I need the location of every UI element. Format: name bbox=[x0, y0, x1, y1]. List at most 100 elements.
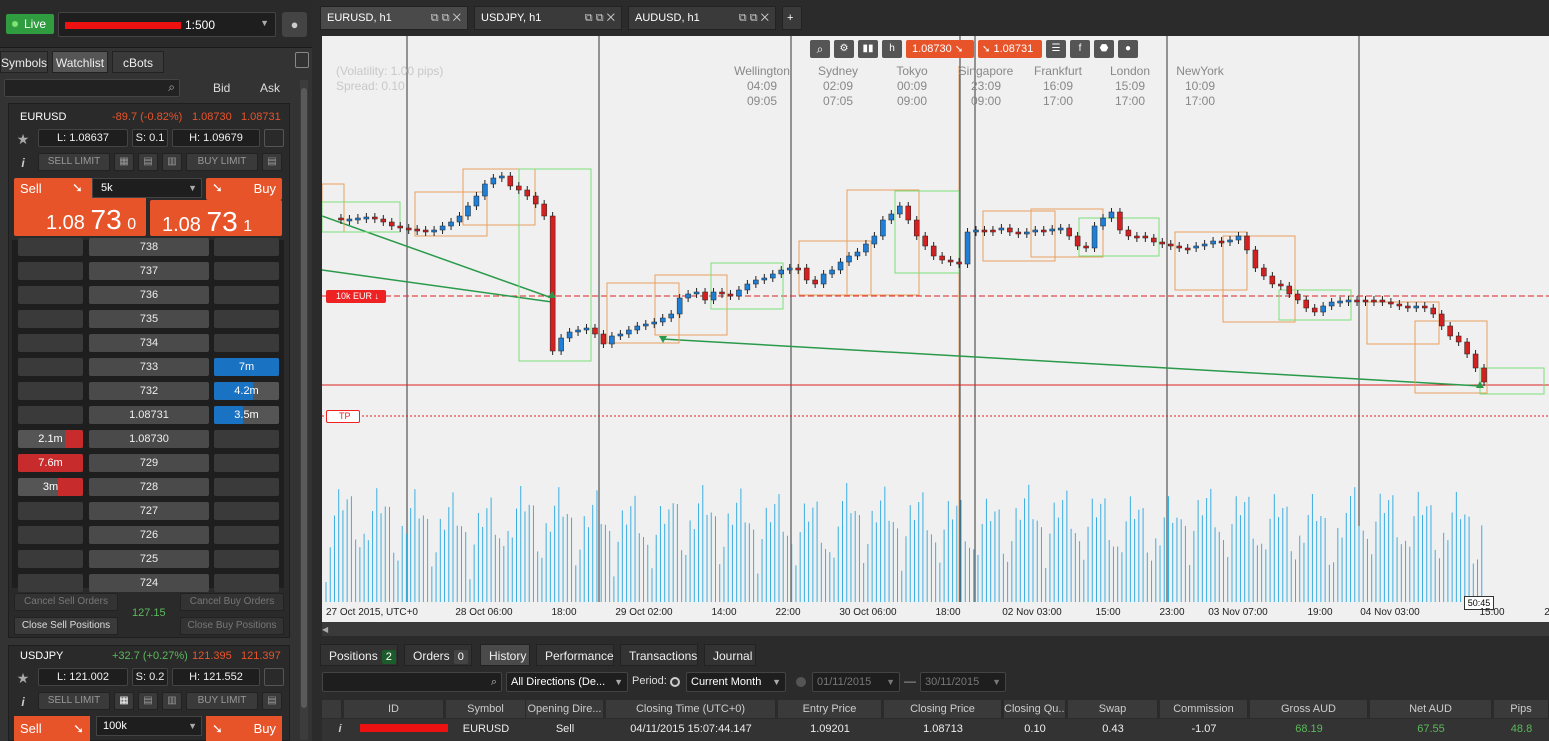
quick-sell-button[interactable]: 1.08730 ➘ bbox=[906, 40, 974, 58]
bid-volume[interactable]: 2.1m bbox=[18, 430, 83, 448]
col-header[interactable]: Closing Qu... bbox=[1004, 700, 1066, 718]
depth-price-cell[interactable]: 1.08730 bbox=[89, 430, 209, 448]
add-tab-button[interactable]: + bbox=[782, 6, 802, 30]
ask-volume[interactable]: 4.2m bbox=[214, 382, 279, 400]
symbol-name[interactable]: EURUSD bbox=[20, 111, 67, 123]
depth-bid-cell[interactable] bbox=[18, 382, 83, 400]
depth-price-cell[interactable]: 732 bbox=[89, 382, 209, 400]
depth-price-cell[interactable]: 737 bbox=[89, 262, 209, 280]
depth-bid-cell[interactable] bbox=[18, 550, 83, 568]
tab-cbots[interactable]: cBots bbox=[112, 51, 164, 73]
depth-price-cell[interactable]: 724 bbox=[89, 574, 209, 592]
depth-price-cell[interactable]: 725 bbox=[89, 550, 209, 568]
tab-orders[interactable]: Orders 0 bbox=[404, 644, 472, 666]
cancel-sell-orders-button[interactable]: Cancel Sell Orders bbox=[14, 593, 118, 611]
star-icon[interactable]: ★ bbox=[16, 670, 30, 686]
depth-ask-cell[interactable] bbox=[214, 238, 279, 256]
quick-buy-button[interactable]: ➘ 1.08731 bbox=[978, 40, 1042, 58]
depth-price-cell[interactable]: 727 bbox=[89, 502, 209, 520]
order-type-icon[interactable]: ▦ bbox=[114, 692, 134, 710]
list-icon[interactable]: ☰ bbox=[1046, 40, 1066, 58]
depth-ask-cell[interactable] bbox=[214, 262, 279, 280]
cancel-buy-orders-button[interactable]: Cancel Buy Orders bbox=[180, 593, 284, 611]
notes-icon[interactable] bbox=[295, 52, 309, 68]
history-search-input[interactable]: ⌕ bbox=[322, 672, 502, 692]
tab-symbols[interactable]: Symbols bbox=[0, 51, 48, 73]
tab-transactions[interactable]: Transactions bbox=[620, 644, 698, 666]
col-header[interactable]: Pips bbox=[1494, 700, 1549, 718]
depth-price-cell[interactable]: 738 bbox=[89, 238, 209, 256]
depth-price-cell[interactable]: 736 bbox=[89, 286, 209, 304]
col-header[interactable]: Gross AUD bbox=[1250, 700, 1368, 718]
depth-ask-cell[interactable] bbox=[214, 478, 279, 496]
chart-settings-icon[interactable]: ⚙ bbox=[834, 40, 854, 58]
depth-bid-cell[interactable] bbox=[18, 262, 83, 280]
ask-volume[interactable]: 7m bbox=[214, 358, 279, 376]
period-radio[interactable] bbox=[670, 677, 680, 687]
depth-price-cell[interactable]: 1.08731 bbox=[89, 406, 209, 424]
order-type-icon[interactable]: ▥ bbox=[162, 153, 182, 171]
timeframe-icon[interactable]: h bbox=[882, 40, 902, 58]
buy-limit-button[interactable]: BUY LIMIT bbox=[186, 692, 258, 710]
from-date-input[interactable]: 01/11/2015 ▼ bbox=[812, 672, 900, 692]
symbol-search-input[interactable]: ⌕ bbox=[4, 79, 180, 97]
depth-bid-cell[interactable] bbox=[18, 502, 83, 520]
table-row[interactable] bbox=[322, 719, 1549, 741]
notes-icon[interactable]: ▤ bbox=[262, 692, 282, 710]
tab-history[interactable]: History bbox=[480, 644, 530, 666]
bid-volume[interactable]: 7.6m bbox=[18, 454, 83, 472]
range-radio[interactable] bbox=[796, 677, 806, 687]
tab-audusd-h1[interactable]: AUDUSD, h1 ⧉ ⧉ ✕ bbox=[628, 6, 776, 30]
to-date-input[interactable]: 30/11/2015 ▼ bbox=[920, 672, 1006, 692]
depth-ask-cell[interactable] bbox=[214, 430, 279, 448]
buy-button[interactable]: ➘ Buy bbox=[206, 716, 282, 741]
bid-volume[interactable]: 3m bbox=[18, 478, 83, 496]
take-profit-label[interactable]: TP bbox=[326, 410, 360, 423]
depth-bid-cell[interactable] bbox=[18, 286, 83, 304]
sell-limit-button[interactable]: SELL LIMIT bbox=[38, 153, 110, 171]
sell-limit-button[interactable]: SELL LIMIT bbox=[38, 692, 110, 710]
info-icon[interactable]: i bbox=[21, 695, 25, 709]
depth-bid-cell[interactable] bbox=[18, 526, 83, 544]
buy-button[interactable]: ➘ Buy bbox=[206, 178, 282, 200]
order-type-icon[interactable]: ▥ bbox=[162, 692, 182, 710]
buy-limit-button[interactable]: BUY LIMIT bbox=[186, 153, 258, 171]
col-header[interactable]: Swap bbox=[1068, 700, 1158, 718]
close-buy-positions-button[interactable]: Close Buy Positions bbox=[180, 617, 284, 635]
col-header[interactable]: Entry Price bbox=[778, 700, 882, 718]
col-header[interactable]: Net AUD bbox=[1370, 700, 1492, 718]
depth-price-cell[interactable]: 734 bbox=[89, 334, 209, 352]
account-selector[interactable]: 1:500 ▼ bbox=[58, 12, 276, 37]
facebook-icon[interactable]: f bbox=[1070, 40, 1090, 58]
star-icon[interactable]: ★ bbox=[16, 131, 30, 147]
depth-bid-cell[interactable] bbox=[18, 334, 83, 352]
depth-price-cell[interactable]: 733 bbox=[89, 358, 209, 376]
col-header[interactable]: Symbol bbox=[446, 700, 526, 718]
depth-ask-cell[interactable] bbox=[214, 502, 279, 520]
depth-ask-cell[interactable] bbox=[214, 286, 279, 304]
position-label[interactable]: 10k EUR ↓ bbox=[326, 290, 386, 303]
chart-scrollbar[interactable]: ◀ bbox=[322, 622, 1549, 636]
tab-usdjpy-h1[interactable]: USDJPY, h1 ⧉ ⧉ ✕ bbox=[474, 6, 622, 30]
col-header[interactable]: Closing Time (UTC+0) bbox=[606, 700, 776, 718]
depth-bid-cell[interactable] bbox=[18, 574, 83, 592]
depth-ask-cell[interactable] bbox=[214, 334, 279, 352]
sell-button[interactable]: Sell ➘ 1.08 73 0 bbox=[14, 178, 146, 236]
close-sell-positions-button[interactable]: Close Sell Positions bbox=[14, 617, 118, 635]
depth-ask-cell[interactable] bbox=[214, 310, 279, 328]
info-icon[interactable]: i bbox=[338, 723, 342, 735]
tab-performance[interactable]: Performance bbox=[536, 644, 614, 666]
order-type-icon[interactable]: ▤ bbox=[138, 692, 158, 710]
sell-button[interactable]: Sell ➘ bbox=[14, 716, 90, 741]
live-button[interactable]: Live bbox=[6, 14, 54, 34]
col-header[interactable]: Opening Dire... bbox=[526, 700, 604, 718]
direction-filter[interactable]: All Directions (De... ▼ bbox=[506, 672, 628, 692]
order-type-icon[interactable]: ▤ bbox=[138, 153, 158, 171]
buy-price-box[interactable]: 1.08 73 1 bbox=[150, 200, 282, 237]
ask-volume[interactable]: 3.5m bbox=[214, 406, 279, 424]
depth-price-cell[interactable]: 728 bbox=[89, 478, 209, 496]
cbot-icon[interactable]: ⬣ bbox=[1094, 40, 1114, 58]
info-icon[interactable]: i bbox=[21, 156, 25, 170]
symbol-name[interactable]: USDJPY bbox=[20, 650, 64, 662]
period-select[interactable]: Current Month ▼ bbox=[686, 672, 786, 692]
